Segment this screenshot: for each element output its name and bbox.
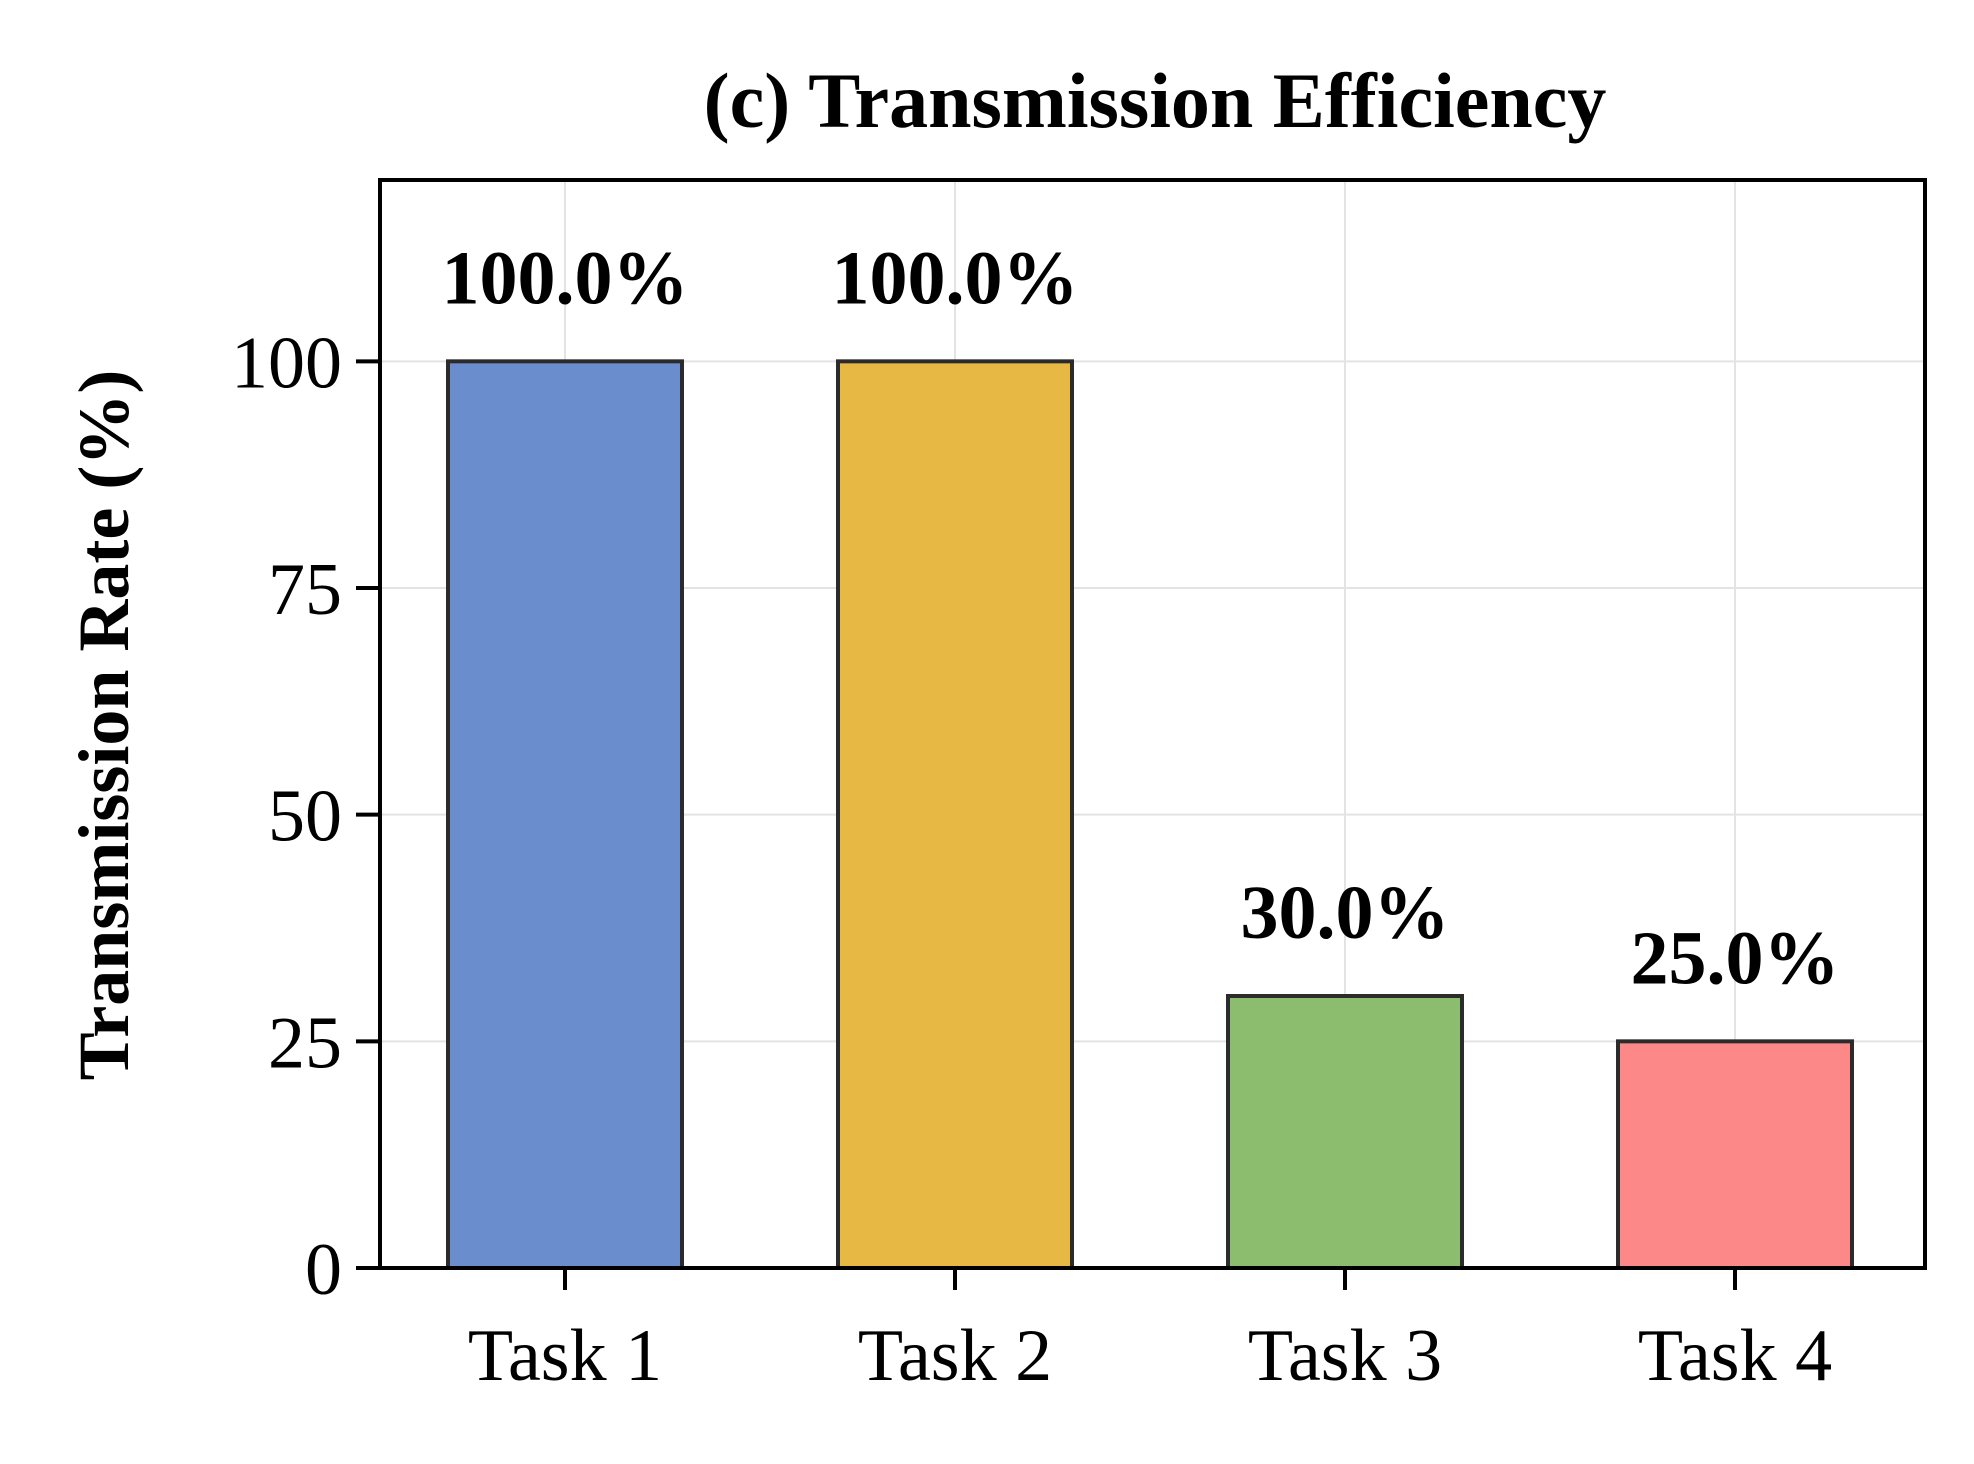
x-tick-label: Task 4 bbox=[1638, 1315, 1832, 1397]
data-label: 25.0% bbox=[1631, 916, 1840, 1000]
x-tick-label: Task 1 bbox=[468, 1315, 662, 1397]
bar-task-3 bbox=[1226, 994, 1464, 1270]
bar-task-4 bbox=[1616, 1039, 1854, 1271]
y-axis-label: Transmission Rate (%) bbox=[64, 370, 144, 1081]
x-tick-label: Task 3 bbox=[1248, 1315, 1442, 1397]
chart-title: (c) Transmission Efficiency bbox=[704, 57, 1607, 144]
x-tick-label: Task 2 bbox=[858, 1315, 1052, 1397]
plot-frame bbox=[378, 178, 1927, 1270]
y-tick-label: 25 bbox=[268, 1002, 342, 1084]
bar-task-1 bbox=[446, 359, 684, 1271]
data-label: 100.0% bbox=[832, 236, 1079, 320]
data-labels: 100.0% 100.0% 30.0% 25.0% bbox=[442, 236, 1840, 1000]
y-tick-label: 100 bbox=[231, 322, 342, 404]
bar-task-2 bbox=[836, 359, 1074, 1271]
y-tick-label: 0 bbox=[305, 1229, 342, 1311]
axes: Task 1 Task 2 Task 3 Task 4 0 25 50 75 100 bbox=[231, 178, 1927, 1397]
data-label: 100.0% bbox=[442, 236, 689, 320]
data-label: 30.0% bbox=[1241, 871, 1450, 955]
bars bbox=[446, 359, 1854, 1271]
y-tick-label: 75 bbox=[268, 549, 342, 631]
y-tick-label: 50 bbox=[268, 776, 342, 858]
